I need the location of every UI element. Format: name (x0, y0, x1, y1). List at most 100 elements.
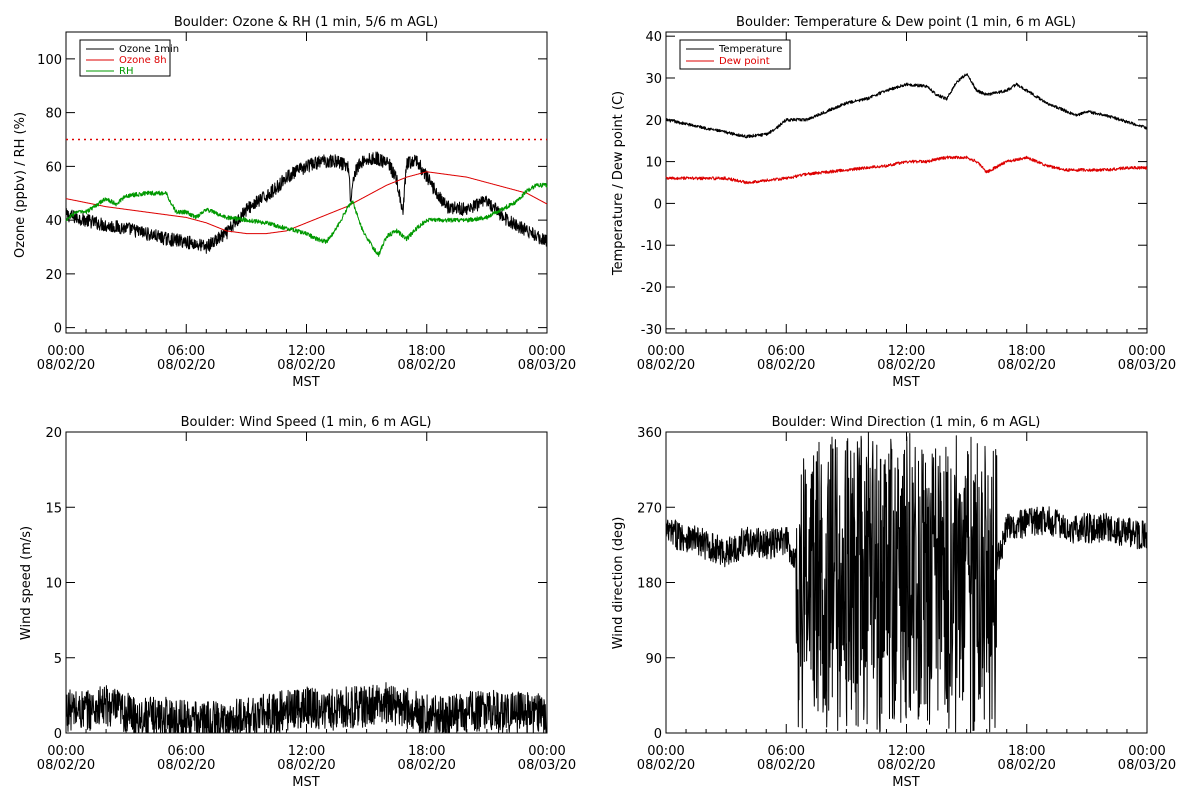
temperature-series-dew-point (665, 155, 1148, 185)
ozone-x-tick-time: 00:00 (47, 344, 84, 359)
temperature-y-tick-label: 30 (645, 72, 662, 87)
ozone-series-ozone-1min (65, 151, 548, 254)
ozone-panel-title: Boulder: Ozone & RH (1 min, 5/6 m AGL) (174, 15, 438, 30)
legend-label-ozone-1min: Ozone 1min (119, 44, 179, 55)
temperature-x-tick-date: 08/02/20 (757, 358, 815, 373)
ozone-x-tick-time: 06:00 (168, 344, 205, 359)
temperature-y-tick-label: 20 (645, 114, 662, 129)
ozone-x-tick-date: 08/02/20 (398, 358, 456, 373)
wind-speed-x-tick-date: 08/03/20 (518, 758, 576, 773)
wind-speed-y-tick-label: 15 (45, 501, 62, 516)
ozone-x-tick-date: 08/02/20 (277, 358, 335, 373)
ozone-x-axis-label: MST (292, 375, 319, 390)
wind-direction-y-tick-label: 270 (637, 501, 662, 516)
wind-direction-x-tick-date: 08/02/20 (877, 758, 935, 773)
wind-speed-series-line (65, 682, 548, 734)
temperature-x-tick-date: 08/03/20 (1118, 358, 1176, 373)
temperature-panel-title: Boulder: Temperature & Dew point (1 min,… (736, 15, 1076, 30)
temperature-y-tick-label: 40 (645, 30, 662, 45)
wind-speed-axes-frame (65, 431, 548, 734)
wind-speed-x-tick-time: 00:00 (47, 744, 84, 759)
wind-speed-x-tick-date: 08/02/20 (157, 758, 215, 773)
temperature-series-temperature (665, 73, 1148, 139)
temperature-x-tick-time: 12:00 (888, 344, 925, 359)
temperature-x-tick-time: 00:00 (647, 344, 684, 359)
ozone-y-tick-label: 20 (45, 268, 62, 283)
temperature-x-tick-time: 18:00 (1008, 344, 1045, 359)
wind-direction-x-axis-label: MST (892, 775, 919, 790)
wind-direction-x-tick-time: 06:00 (768, 744, 805, 759)
wind-speed-x-tick-time: 18:00 (408, 744, 445, 759)
ozone-x-tick-date: 08/02/20 (37, 358, 95, 373)
ozone-legend: Ozone 1min Ozone 8h RH (79, 39, 179, 77)
legend-label-ozone-8h: Ozone 8h (119, 55, 167, 66)
temperature-legend-box (679, 39, 791, 70)
wind-direction-x-tick-date: 08/02/20 (757, 758, 815, 773)
wind-speed-x-tick-time: 00:00 (528, 744, 565, 759)
wind-speed-y-tick-label: 20 (45, 426, 62, 441)
temperature-x-tick-date: 08/02/20 (637, 358, 695, 373)
wind-speed-y-axis-label: Wind speed (m/s) (19, 526, 34, 640)
wind-speed-x-tick-date: 08/02/20 (277, 758, 335, 773)
wind-direction-x-tick-time: 18:00 (1008, 744, 1045, 759)
wind-direction-series-line (665, 431, 1148, 733)
wind-direction-x-tick-date: 08/02/20 (998, 758, 1056, 773)
temperature-y-tick-label: -20 (641, 281, 662, 296)
ozone-y-tick-label: 0 (54, 322, 62, 337)
wind-direction-plot-area: 09018027036000:0008/02/2006:0008/02/2012… (637, 426, 1176, 773)
wind-direction-panel-title: Boulder: Wind Direction (1 min, 6 m AGL) (772, 415, 1041, 430)
wind-speed-y-tick-label: 0 (54, 727, 62, 742)
wind-direction-y-axis-label: Wind direction (deg) (611, 517, 626, 650)
panel-wind-speed: Boulder: Wind Speed (1 min, 6 m AGL) 0 5 1… (19, 415, 576, 790)
wind-direction-y-tick-label: 180 (637, 577, 662, 592)
wind-direction-x-tick-time: 00:00 (1128, 744, 1165, 759)
panel-temperature-dewpoint: Boulder: Temperature & Dew point (1 min,… (611, 15, 1176, 390)
ozone-series-rh (65, 182, 548, 257)
temperature-y-tick-label: -30 (641, 323, 662, 338)
ozone-plot-area: 02040608010000:0008/02/2006:0008/02/2012… (37, 31, 576, 373)
wind-speed-plot-area: 0510152000:0008/02/2006:0008/02/2012:000… (37, 426, 576, 773)
temperature-x-tick-time: 06:00 (768, 344, 805, 359)
wind-direction-y-tick-label: 90 (645, 652, 662, 667)
temperature-y-tick-label: -10 (641, 239, 662, 254)
ozone-axes-frame (65, 31, 548, 334)
ozone-y-axis-label: Ozone (ppbv) / RH (%) (13, 112, 28, 258)
ozone-legend-box (79, 39, 171, 77)
temperature-x-axis-label: MST (892, 375, 919, 390)
wind-direction-y-tick-label: 360 (637, 426, 662, 441)
ozone-x-tick-date: 08/02/20 (157, 358, 215, 373)
ozone-x-tick-time: 18:00 (408, 344, 445, 359)
temperature-x-tick-date: 08/02/20 (998, 358, 1056, 373)
wind-speed-y-tick-label: 10 (45, 577, 62, 592)
wind-speed-y-tick-label: 5 (54, 652, 62, 667)
wind-speed-x-tick-date: 08/02/20 (398, 758, 456, 773)
wind-speed-x-tick-time: 06:00 (168, 744, 205, 759)
panel-wind-direction: Boulder: Wind Direction (1 min, 6 m AGL)… (611, 415, 1176, 790)
temperature-axes-frame (665, 31, 1148, 334)
ozone-x-tick-time: 12:00 (288, 344, 325, 359)
wind-speed-x-tick-time: 12:00 (288, 744, 325, 759)
wind-speed-x-tick-date: 08/02/20 (37, 758, 95, 773)
legend-label-temperature: Temperature (718, 44, 782, 55)
wind-direction-x-tick-date: 08/03/20 (1118, 758, 1176, 773)
ozone-y-tick-label: 80 (45, 107, 62, 122)
ozone-y-tick-label: 40 (45, 214, 62, 229)
temperature-y-tick-label: 10 (645, 156, 662, 171)
temperature-plot-area: -30-20-1001020304000:0008/02/2006:0008/0… (637, 30, 1176, 373)
wind-direction-y-tick-label: 0 (654, 727, 662, 742)
temperature-y-tick-label: 0 (654, 197, 662, 212)
temperature-x-tick-date: 08/02/20 (877, 358, 935, 373)
wind-speed-x-axis-label: MST (292, 775, 319, 790)
legend-label-dew-point: Dew point (719, 56, 770, 67)
ozone-y-tick-label: 100 (37, 53, 62, 68)
wind-direction-x-tick-time: 12:00 (888, 744, 925, 759)
ozone-y-tick-label: 60 (45, 160, 62, 175)
temperature-x-tick-time: 00:00 (1128, 344, 1165, 359)
ozone-x-tick-time: 00:00 (528, 344, 565, 359)
legend-label-rh: RH (119, 66, 133, 77)
panel-ozone-rh: Boulder: Ozone & RH (1 min, 5/6 m AGL) 0… (13, 15, 576, 390)
ozone-x-tick-date: 08/03/20 (518, 358, 576, 373)
wind-speed-panel-title: Boulder: Wind Speed (1 min, 6 m AGL) (181, 415, 432, 430)
temperature-y-axis-label: Temperature / Dew point (C) (611, 91, 626, 276)
